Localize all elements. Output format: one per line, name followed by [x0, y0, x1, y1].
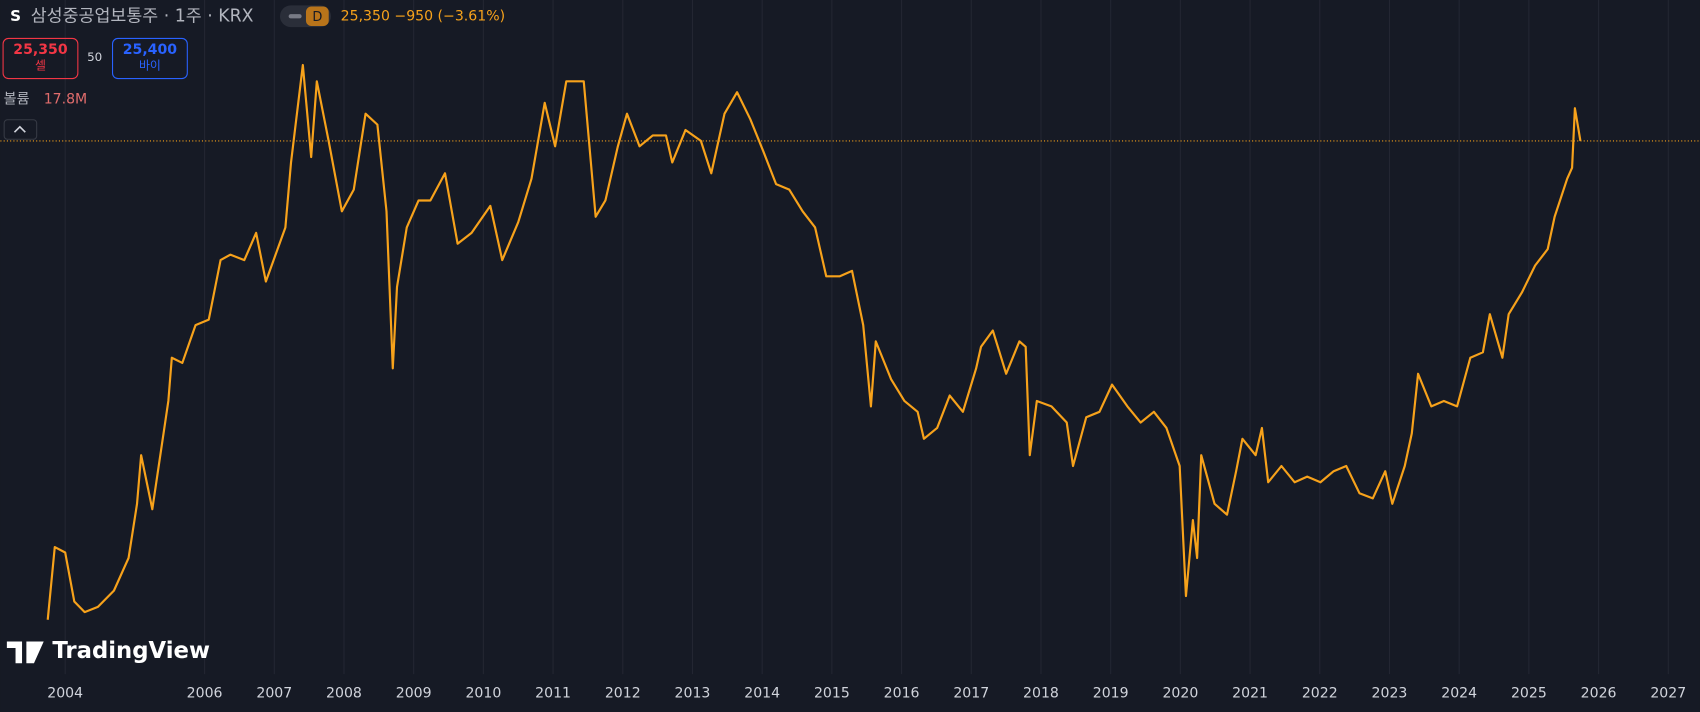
x-tick-label: 2018 — [1023, 686, 1059, 702]
buy-label: 바이 — [139, 59, 161, 73]
volume-label: 볼륨 — [4, 92, 30, 108]
spread: 50 — [87, 50, 102, 64]
x-tick-label: 2009 — [396, 686, 432, 702]
x-tick-label: 2011 — [535, 686, 571, 702]
sell-label: 셀 — [35, 59, 46, 73]
plot — [0, 63, 1700, 620]
x-tick-label: 2004 — [47, 686, 83, 702]
x-tick-label: 2006 — [187, 686, 223, 702]
grid: 2004 2006 2007 2008 2009 2010 2011 2012 2013 2014… — [47, 0, 1686, 702]
buy-button[interactable] — [111, 37, 188, 80]
interval: D — [312, 10, 322, 25]
sell-button[interactable] — [2, 37, 79, 80]
buy-price: 25,400 — [123, 42, 178, 58]
x-tick-label: 2007 — [256, 686, 292, 702]
logo-text: TradingView — [52, 638, 210, 664]
price-line — [46, 63, 1582, 620]
collapse-icon — [13, 125, 26, 133]
x-tick-label: 2014 — [744, 686, 780, 702]
symbol-icon: S — [10, 7, 21, 25]
logo-mark — [6, 641, 44, 664]
x-tick-label: 2019 — [1093, 686, 1129, 702]
price-info: 25,350 −950 (−3.61%) — [341, 8, 505, 24]
x-tick-label: 2020 — [1162, 686, 1198, 702]
x-tick-label: 2013 — [675, 686, 711, 702]
sell-price: 25,350 — [13, 42, 68, 58]
change-pct: (−3.61%) — [438, 8, 506, 24]
x-tick-label: 2025 — [1511, 686, 1547, 702]
x-tick-label: 2010 — [465, 686, 501, 702]
x-tick-label: 2021 — [1232, 686, 1268, 702]
x-tick-label: 2017 — [953, 686, 989, 702]
volume-value: 17.8M — [44, 92, 88, 108]
x-tick-label: 2023 — [1372, 686, 1408, 702]
interval-badge — [305, 6, 329, 27]
x-tick-label: 2027 — [1650, 686, 1686, 702]
symbol-title[interactable]: 삼성중공업보통주 · 1주 · KRX — [31, 6, 254, 26]
change: −950 — [394, 8, 433, 24]
price: 25,350 — [341, 8, 390, 24]
x-tick-label: 2012 — [605, 686, 641, 702]
x-tick-label: 2026 — [1581, 686, 1617, 702]
collapse-button[interactable] — [3, 119, 38, 140]
header: S 삼성중공업보통주 · 1주 · KRX D 25,350 −950 (−3.… — [2, 5, 505, 140]
x-tick-label: 2016 — [884, 686, 920, 702]
logo: TradingView — [6, 638, 210, 664]
x-tick-label: 2022 — [1302, 686, 1338, 702]
x-tick-label: 2015 — [814, 686, 850, 702]
toggle-dot — [288, 14, 302, 19]
x-tick-label: 2024 — [1441, 686, 1477, 702]
x-tick-label: 2008 — [326, 686, 362, 702]
